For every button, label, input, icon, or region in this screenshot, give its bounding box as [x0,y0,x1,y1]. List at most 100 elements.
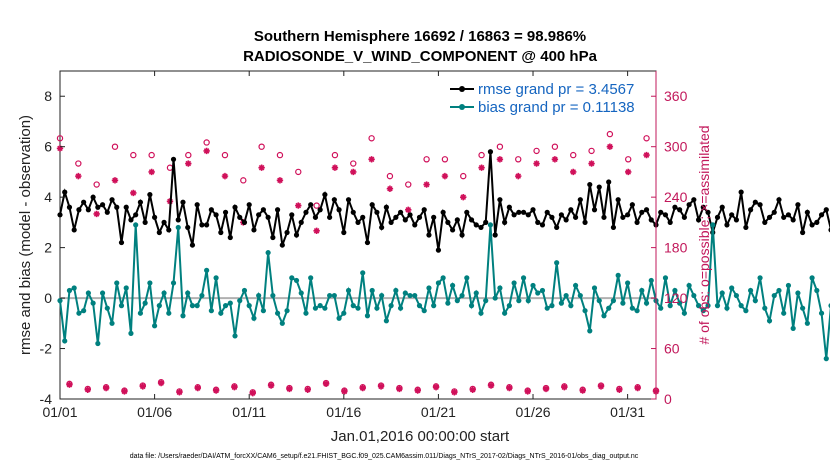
bias-point [596,298,602,304]
y-right-tick-label: 300 [664,139,688,155]
rmse-point [369,202,375,208]
bias-point [426,285,432,291]
bias-point [804,320,810,326]
bias-point [85,290,91,296]
bias-point [549,303,555,309]
rmse-point [152,214,158,220]
bias-point [317,303,323,309]
bias-point [591,285,598,291]
rmse-point [393,214,399,220]
bias-point [90,300,96,306]
rmse-point [752,199,758,205]
rmse-point [549,214,555,220]
bias-point [274,310,281,316]
bias-point [714,303,721,309]
rmse-point [634,219,640,225]
bias-point [487,222,494,228]
obs-assimilated-marker [460,193,467,201]
obs-assimilated-low-marker [102,384,110,392]
obs-possible-marker [221,151,229,159]
obs-possible-marker [185,151,192,159]
bias-point [360,270,366,276]
bias-point [729,285,735,291]
rmse-point [256,212,262,218]
bias-point [185,290,191,296]
obs-assimilated-marker [606,143,614,150]
rmse-point [204,222,210,228]
x-tick-label: 01/16 [326,404,361,420]
y-right-axis-label: # of obs: o=possible; ×=assimilated [696,125,712,344]
bias-point [95,340,101,347]
rmse-point [312,214,319,220]
obs-possible-marker [111,143,119,150]
bias-point [497,285,503,291]
bias-point [568,303,574,309]
bias-point [445,300,451,306]
bias-point [558,300,564,306]
obs-possible-marker [460,172,467,180]
obs-possible-marker [551,143,559,150]
obs-possible-marker [56,135,64,142]
bias-point [615,272,621,278]
rmse-point [289,212,295,218]
y-right-tick-label: 180 [664,240,688,256]
rmse-point [350,209,356,215]
obs-assimilated-marker [423,181,430,188]
bias-point [341,310,347,316]
rmse-point [539,222,546,228]
rmse-point [596,184,602,190]
bias-point [227,300,233,306]
bias-point [582,308,588,314]
rmse-point [473,222,479,228]
bias-point [606,305,612,311]
bias-point [331,292,337,299]
obs-assimilated-marker [331,164,339,171]
obs-assimilated-low-marker [341,388,348,395]
obs-assimilated-low-marker [396,385,403,393]
obs-assimilated-low-marker [121,388,128,395]
rmse-point [582,219,588,225]
plot-area [59,70,657,400]
rmse-point [213,212,219,218]
y-right-tick-label: 0 [664,391,672,407]
bias-point [308,275,314,281]
rmse-point [468,217,475,223]
rmse-point [397,209,404,215]
bias-point [213,275,219,281]
x-tick-label: 01/26 [515,404,550,420]
bias-point [66,287,73,294]
rmse-point [218,229,224,236]
rmse-point [251,227,257,233]
rmse-point [237,214,243,220]
rmse-point [161,219,167,225]
rmse-point [379,224,385,231]
rmse-point [402,217,408,223]
bias-point [166,310,172,316]
bias-point [634,308,640,314]
bias-point [246,303,252,309]
rmse-point [426,232,432,238]
rmse-point [705,209,711,215]
rmse-point [558,212,564,218]
obs-assimilated-marker [496,156,504,163]
bias-point [222,303,229,309]
obs-assimilated-low-marker [194,384,201,392]
bias-point [620,300,626,306]
rmse-point [175,217,181,223]
rmse-point [681,214,687,220]
rmse-point [450,227,456,233]
y-tick-label: 4 [44,189,52,205]
obs-possible-marker [93,181,100,188]
rmse-point [478,224,484,231]
bias-point [293,277,300,284]
rmse-point [327,214,333,220]
rmse-point [293,232,300,238]
bias-point [719,290,725,296]
rmse-point [502,219,508,225]
bias-point [388,303,394,309]
rmse-point [464,209,470,215]
bias-point [57,298,63,304]
obs-possible-marker [570,151,577,159]
obs-assimilated-marker [386,185,394,192]
bias-point [473,290,479,296]
